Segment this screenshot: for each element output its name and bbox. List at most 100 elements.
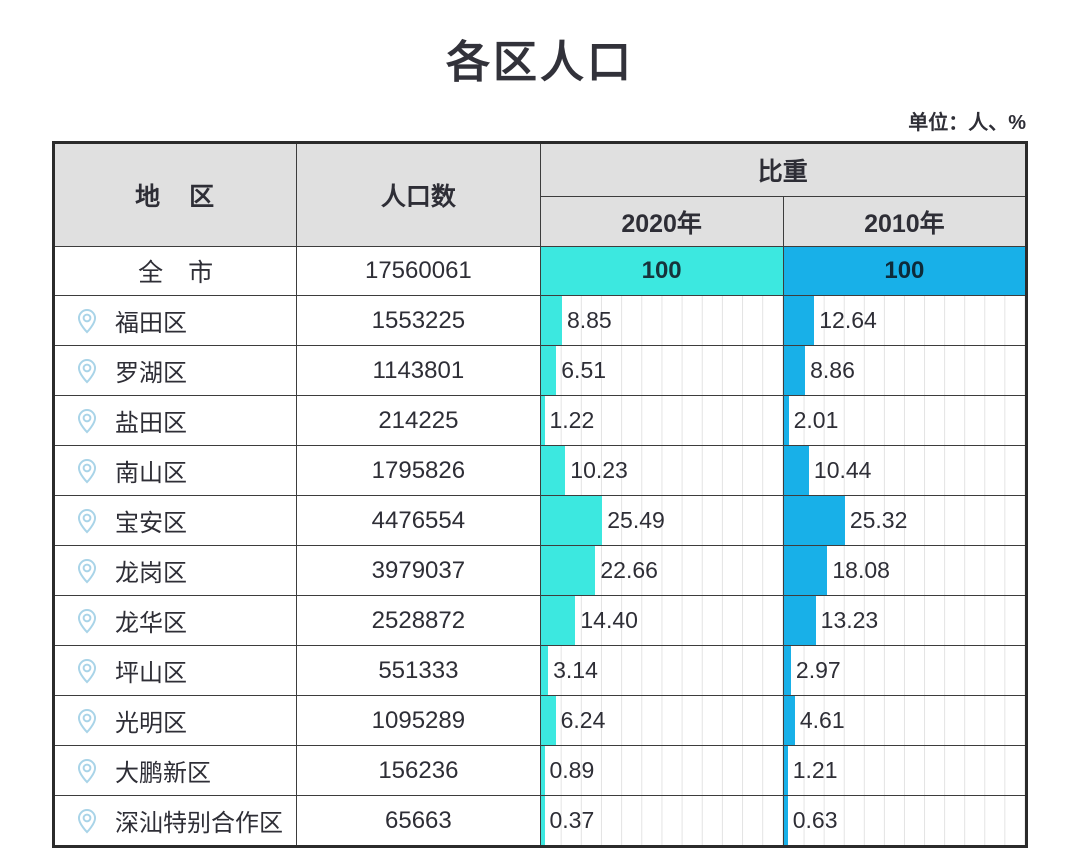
proportion-2020: 10.23 bbox=[570, 457, 628, 483]
location-pin-icon bbox=[73, 407, 101, 435]
proportion-2010: 4.61 bbox=[799, 707, 845, 733]
table-row: 南山区 1795826 10.23 10.44 bbox=[52, 445, 1028, 496]
region-name: 光明区 bbox=[115, 710, 187, 737]
bar-2020 bbox=[540, 596, 576, 645]
column-header-2010: 2010年 bbox=[782, 196, 1028, 247]
proportion-2010: 18.08 bbox=[832, 557, 890, 583]
column-header-proportion: 比重 bbox=[539, 142, 1027, 197]
bar-2010 bbox=[783, 746, 788, 795]
table-row: 龙岗区 3979037 22.66 18.08 bbox=[52, 545, 1028, 596]
proportion-2020: 100 bbox=[539, 246, 784, 296]
location-pin-icon bbox=[73, 507, 101, 535]
page-title: 各区人口 bbox=[446, 38, 634, 87]
region-name: 坪山区 bbox=[115, 660, 187, 687]
population-value: 1095289 bbox=[296, 695, 541, 746]
proportion-2010: 2.97 bbox=[795, 657, 841, 683]
column-header-population: 人口数 bbox=[296, 142, 541, 247]
bar-2010 bbox=[783, 696, 795, 745]
proportion-2020: 1.22 bbox=[549, 407, 595, 433]
region-name: 宝安区 bbox=[115, 510, 187, 537]
table-row: 龙华区 2528872 14.40 13.23 bbox=[52, 595, 1028, 646]
population-value: 1795826 bbox=[296, 445, 541, 496]
bar-2010 bbox=[783, 596, 816, 645]
region-name: 南山区 bbox=[115, 460, 187, 487]
bar-2010 bbox=[783, 296, 815, 345]
region-name: 龙岗区 bbox=[115, 560, 187, 587]
location-pin-icon bbox=[73, 757, 101, 785]
bar-2020 bbox=[540, 746, 545, 795]
proportion-2010: 2.01 bbox=[793, 407, 839, 433]
population-value: 1143801 bbox=[296, 345, 541, 396]
table-header: 地 区 人口数 比重 2020年 2010年 bbox=[52, 142, 1028, 247]
location-pin-icon bbox=[73, 657, 101, 685]
proportion-2010: 0.63 bbox=[792, 807, 838, 833]
table-row-total: 全 市 17560061 100 100 bbox=[52, 246, 1028, 296]
bar-2010 bbox=[783, 546, 828, 595]
bar-2020 bbox=[540, 646, 549, 695]
bar-2020 bbox=[540, 546, 596, 595]
location-pin-icon bbox=[73, 607, 101, 635]
proportion-2010: 25.32 bbox=[849, 507, 908, 533]
proportion-2020: 8.85 bbox=[566, 307, 612, 333]
location-pin-icon bbox=[73, 807, 101, 835]
population-value: 2528872 bbox=[296, 595, 541, 646]
column-header-2020: 2020年 bbox=[539, 196, 784, 247]
location-pin-icon bbox=[73, 557, 101, 585]
region-name: 大鹏新区 bbox=[115, 760, 211, 787]
bar-2010 bbox=[783, 796, 788, 845]
bar-2020 bbox=[540, 396, 545, 445]
proportion-2020: 22.66 bbox=[600, 557, 658, 583]
proportion-2020: 25.49 bbox=[607, 507, 665, 533]
table-row: 盐田区 214225 1.22 2.01 bbox=[52, 395, 1028, 446]
proportion-2010: 10.44 bbox=[813, 457, 872, 483]
region-name: 龙华区 bbox=[115, 610, 187, 637]
region-name: 深汕特别合作区 bbox=[115, 810, 283, 837]
location-pin-icon bbox=[73, 357, 101, 385]
region-name: 福田区 bbox=[115, 310, 187, 337]
bar-2010 bbox=[783, 346, 806, 395]
location-pin-icon bbox=[73, 457, 101, 485]
location-pin-icon bbox=[73, 307, 101, 335]
bar-2020 bbox=[540, 296, 562, 345]
population-value: 156236 bbox=[296, 745, 541, 796]
proportion-2020: 14.40 bbox=[580, 607, 638, 633]
population-value: 4476554 bbox=[296, 495, 541, 546]
proportion-2020: 0.89 bbox=[549, 757, 595, 783]
bar-2010 bbox=[783, 646, 791, 695]
location-pin-icon bbox=[73, 707, 101, 735]
table-body: 全 市 17560061 100 100 福田区 1553225 bbox=[52, 246, 1028, 847]
bar-2020 bbox=[540, 796, 545, 845]
population-value: 214225 bbox=[296, 395, 541, 446]
proportion-2010: 13.23 bbox=[820, 607, 879, 633]
bar-2020 bbox=[540, 446, 566, 495]
table-row: 福田区 1553225 8.85 12.64 bbox=[52, 295, 1028, 346]
proportion-2020: 3.14 bbox=[553, 657, 598, 683]
proportion-2020: 0.37 bbox=[549, 807, 595, 833]
table-row: 坪山区 551333 3.14 2.97 bbox=[52, 645, 1028, 696]
population-value: 551333 bbox=[296, 645, 541, 696]
proportion-2010: 1.21 bbox=[792, 757, 838, 783]
proportion-2020: 6.51 bbox=[561, 357, 607, 383]
table-row: 罗湖区 1143801 6.51 8.86 bbox=[52, 345, 1028, 396]
column-header-region: 地 区 bbox=[52, 142, 298, 247]
unit-note: 单位：人、% bbox=[908, 112, 1026, 134]
population-value: 65663 bbox=[296, 795, 541, 847]
population-value: 1553225 bbox=[296, 295, 541, 346]
table-row: 宝安区 4476554 25.49 25.32 bbox=[52, 495, 1028, 546]
population-value: 17560061 bbox=[296, 246, 541, 296]
proportion-2010: 8.86 bbox=[810, 357, 855, 383]
bar-2010 bbox=[783, 446, 809, 495]
bar-2020 bbox=[540, 696, 556, 745]
proportion-2010: 100 bbox=[782, 246, 1028, 296]
bar-2010 bbox=[783, 496, 845, 545]
table-row: 光明区 1095289 6.24 4.61 bbox=[52, 695, 1028, 746]
proportion-2010: 12.64 bbox=[819, 307, 877, 333]
table-row: 深汕特别合作区 65663 0.37 0.63 bbox=[52, 795, 1028, 847]
region-name: 全 市 bbox=[52, 246, 298, 296]
table-row: 大鹏新区 156236 0.89 1.21 bbox=[52, 745, 1028, 796]
proportion-2020: 6.24 bbox=[560, 707, 606, 733]
population-value: 3979037 bbox=[296, 545, 541, 596]
bar-2020 bbox=[540, 496, 603, 545]
population-table: 地 区 人口数 比重 2020年 2010年 全 市 17560061 100 … bbox=[52, 141, 1028, 848]
